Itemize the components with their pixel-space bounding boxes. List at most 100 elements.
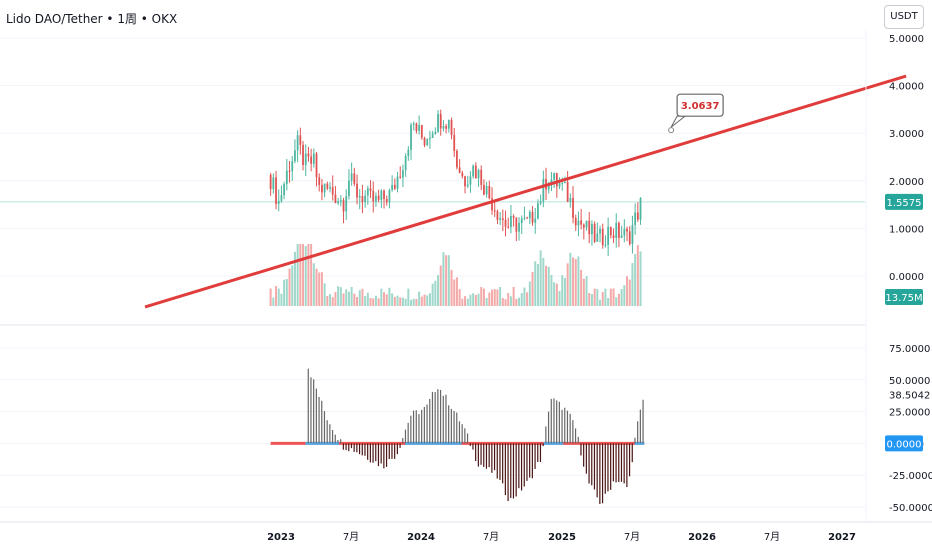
- volume-bar: [631, 263, 634, 306]
- candle-body: [412, 123, 415, 125]
- volume-bar: [407, 288, 410, 306]
- candle-body: [547, 184, 550, 190]
- volume-bar: [493, 289, 496, 306]
- callout-pointer: [670, 115, 687, 128]
- candle-body: [342, 200, 345, 212]
- volume-bar: [547, 266, 550, 306]
- volume-bar: [488, 292, 491, 306]
- volume-bar: [399, 297, 402, 306]
- volume-bar: [563, 277, 566, 306]
- candle-body: [534, 218, 537, 223]
- candle-body: [588, 220, 591, 235]
- volume-bar: [555, 283, 558, 306]
- main-tick-label: 2.0000: [889, 177, 924, 188]
- volume-bar: [588, 293, 591, 306]
- candle-body: [591, 223, 593, 235]
- volume-bar: [464, 296, 467, 306]
- candle-body: [488, 186, 491, 199]
- candle-body: [272, 177, 275, 190]
- candle-body: [469, 176, 472, 185]
- main-tick-label: 5.0000: [889, 34, 924, 45]
- volume-bar: [453, 279, 456, 306]
- volume-bar: [474, 294, 477, 306]
- candle-body: [315, 153, 318, 178]
- candle-body: [550, 179, 553, 185]
- current-price-label: 1.5575: [887, 198, 922, 209]
- volume-bar: [574, 259, 577, 306]
- candle-body: [366, 188, 369, 196]
- volume-bar: [626, 276, 629, 306]
- candle-body: [434, 131, 437, 134]
- candle-body: [582, 224, 585, 228]
- candle-body: [618, 223, 620, 238]
- candle-body: [302, 144, 304, 166]
- candle-body: [431, 133, 434, 138]
- candle-body: [491, 198, 493, 211]
- volume-bar: [369, 298, 372, 306]
- candle-body: [585, 220, 588, 228]
- volume-bar: [534, 261, 537, 306]
- volume-bar: [307, 244, 310, 306]
- x-tick-label: 7月: [624, 531, 640, 543]
- candle-body: [331, 187, 334, 195]
- candle-body: [555, 173, 558, 187]
- volume-bar: [372, 298, 375, 306]
- candle-body: [372, 190, 375, 202]
- volume-label: 13.75M: [885, 293, 922, 304]
- currency-button[interactable]: USDT: [884, 5, 924, 29]
- axes: 5.0000 4.0000 3.0000 2.0000 1.0000 0.0000 75.0…: [0, 30, 932, 543]
- candle-body: [326, 183, 329, 189]
- volume-bar: [310, 244, 313, 306]
- candle-body: [631, 225, 634, 244]
- volume-bar: [526, 292, 529, 306]
- volume-bar: [512, 286, 515, 306]
- volume-bar: [596, 289, 599, 306]
- volume-bar: [315, 268, 318, 306]
- volume-bar: [361, 288, 364, 306]
- oscillator-panel: [270, 368, 645, 504]
- candle-body: [423, 137, 426, 146]
- volume-bar: [415, 298, 418, 306]
- candle-body: [294, 150, 296, 162]
- volume-bar: [439, 265, 442, 306]
- candle-body: [520, 218, 523, 224]
- volume-bar: [364, 296, 367, 306]
- volume-bar: [366, 292, 369, 306]
- volume-bar: [612, 288, 615, 306]
- candle-body: [553, 173, 556, 180]
- candle-body: [558, 183, 561, 187]
- volume-bar: [628, 279, 631, 306]
- volume-bar: [337, 286, 340, 306]
- volume-bar: [523, 287, 526, 306]
- volume-bar: [299, 244, 302, 306]
- volume-bar: [293, 251, 296, 306]
- symbol-title: Lido DAO/Tether • 1周 • OKX: [6, 12, 178, 26]
- volume-bar: [545, 265, 548, 306]
- candle-body: [518, 223, 520, 232]
- candle-body: [577, 220, 580, 226]
- candle-body: [356, 183, 358, 198]
- volume-bar: [580, 269, 583, 306]
- volume-bar: [472, 293, 475, 306]
- volume-bar: [358, 290, 361, 306]
- callout-box: [676, 93, 724, 117]
- candle-body: [596, 233, 599, 242]
- x-tick-label: 7月: [483, 531, 499, 543]
- volume-bar: [634, 253, 637, 306]
- candle-body: [561, 182, 564, 184]
- candle-body: [299, 135, 302, 145]
- volume-bar: [620, 289, 623, 306]
- candle-body: [364, 195, 367, 203]
- volume-bar: [496, 289, 499, 306]
- volume-bar: [280, 293, 283, 306]
- candlesticks: [269, 109, 642, 257]
- candle-body: [358, 196, 361, 198]
- volume-bar: [469, 294, 472, 306]
- volume-bar: [542, 257, 545, 306]
- volume-bar: [312, 263, 315, 306]
- candle-body: [318, 177, 321, 185]
- main-tick-label: 0.0000: [889, 272, 924, 283]
- volume-bar: [353, 293, 356, 306]
- volume-bar: [455, 277, 458, 306]
